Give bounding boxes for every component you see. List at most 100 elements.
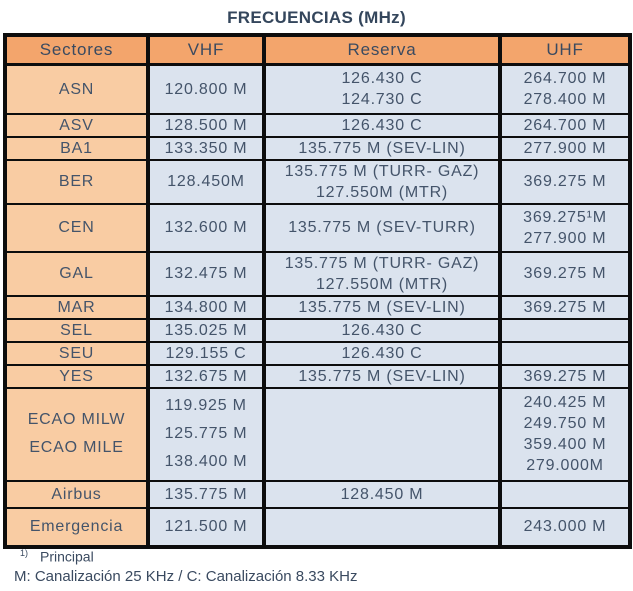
uhf-cell: 240.425 M 249.750 M 359.400 M 279.000M	[498, 386, 632, 482]
uhf-cell: 369.275¹M 277.900 M	[498, 202, 632, 253]
freq-value: 126.430 C	[341, 344, 423, 362]
uhf-cell: 243.000 M	[498, 506, 632, 548]
table-row-ber: BER 128.450M 135.775 M (TURR- GAZ) 127.5…	[3, 158, 632, 205]
reserva-cell-empty	[262, 386, 502, 482]
sector-label: SEL	[60, 321, 93, 339]
freq-value: 132.600 M	[164, 219, 248, 236]
sector-cell: Airbus	[3, 479, 150, 509]
freq-value: 124.730 C	[341, 91, 423, 109]
freq-value: 277.900 M	[523, 229, 607, 247]
reserva-cell: 135.775 M (SEV-LIN)	[262, 135, 502, 161]
column-header-vhf: VHF	[146, 34, 266, 66]
freq-value: 128.500 M	[164, 116, 248, 134]
table-row-sel: SEL 135.025 M 126.430 C	[3, 317, 632, 343]
freq-value: 240.425 M	[523, 394, 607, 411]
freq-value: 126.430 C	[341, 321, 423, 339]
vhf-cell: 132.675 M	[146, 363, 266, 389]
freq-value: 133.350 M	[164, 139, 248, 157]
reserva-cell: 135.775 M (SEV-LIN)	[262, 363, 502, 389]
sector-cell: ECAO MILW ECAO MILE	[3, 386, 150, 482]
sector-label: MAR	[57, 298, 96, 316]
table-row-ecao: ECAO MILW ECAO MILE 119.925 M 125.775 M …	[3, 386, 632, 482]
table-row-asn: ASN 120.800 M 126.430 C 124.730 C 264.70…	[3, 63, 632, 115]
footnote-marker: 1)	[20, 548, 29, 558]
reserva-cell: 135.775 M (SEV-TURR)	[262, 202, 502, 253]
table-row-cen: CEN 132.600 M 135.775 M (SEV-TURR) 369.2…	[3, 202, 632, 253]
footnote-text: Principal	[40, 548, 94, 565]
freq-value: 132.675 M	[164, 367, 248, 385]
column-header-uhf: UHF	[498, 34, 632, 66]
freq-value: 120.800 M	[164, 80, 248, 98]
vhf-cell: 132.600 M	[146, 202, 266, 253]
freq-value: 127.550M (MTR)	[315, 275, 449, 293]
sector-label: GAL	[59, 265, 94, 282]
uhf-cell-empty	[498, 340, 632, 366]
freq-value: 126.430 C	[341, 116, 423, 134]
sector-label: YES	[59, 367, 94, 385]
freq-value: 369.275¹M	[523, 208, 607, 226]
uhf-cell-empty	[498, 479, 632, 509]
freq-value: 125.775 M	[164, 425, 248, 442]
sector-label: SEU	[58, 344, 95, 362]
freq-value: 359.400 M	[523, 436, 607, 453]
sector-cell: CEN	[3, 202, 150, 253]
sector-label: ECAO MILE	[29, 439, 124, 456]
sector-cell: GAL	[3, 250, 150, 297]
uhf-cell: 264.700 M 278.400 M	[498, 63, 632, 115]
table-row-seu: SEU 129.155 C 126.430 C	[3, 340, 632, 366]
vhf-cell: 120.800 M	[146, 63, 266, 115]
freq-value: 249.750 M	[523, 415, 607, 432]
reserva-cell: 135.775 M (SEV-LIN)	[262, 294, 502, 320]
vhf-cell: 135.775 M	[146, 479, 266, 509]
reserva-cell-empty	[262, 506, 502, 548]
freq-value: 135.775 M (SEV-LIN)	[298, 139, 466, 157]
sector-label: BA1	[60, 139, 93, 157]
sector-cell: ASV	[3, 112, 150, 138]
freq-value: 135.025 M	[164, 321, 248, 339]
freq-value: 138.400 M	[164, 453, 248, 470]
vhf-cell: 133.350 M	[146, 135, 266, 161]
freq-value: 135.775 M (TURR- GAZ)	[284, 254, 480, 272]
reserva-cell: 126.430 C	[262, 112, 502, 138]
table-row-asv: ASV 128.500 M 126.430 C 264.700 M	[3, 112, 632, 138]
table-row-yes: YES 132.675 M 135.775 M (SEV-LIN) 369.27…	[3, 363, 632, 389]
freq-value: 129.155 C	[165, 344, 247, 362]
reserva-cell: 128.450 M	[262, 479, 502, 509]
header-row: Sectores VHF Reserva UHF	[3, 34, 632, 66]
vhf-cell: 135.025 M	[146, 317, 266, 343]
column-header-sectores: Sectores	[3, 34, 150, 66]
freq-value: 128.450 M	[340, 485, 424, 503]
uhf-cell: 369.275 M	[498, 250, 632, 297]
freq-value: 135.775 M (SEV-LIN)	[298, 367, 466, 385]
sector-cell: Emergencia	[3, 506, 150, 548]
freq-value: 127.550M (MTR)	[315, 183, 449, 201]
uhf-cell: 277.900 M	[498, 135, 632, 161]
sector-cell: MAR	[3, 294, 150, 320]
reserva-cell: 135.775 M (TURR- GAZ) 127.550M (MTR)	[262, 250, 502, 297]
vhf-cell: 121.500 M	[146, 506, 266, 548]
uhf-cell: 369.275 M	[498, 363, 632, 389]
table-row-airbus: Airbus 135.775 M 128.450 M	[3, 479, 632, 509]
freq-value: 277.900 M	[523, 139, 607, 157]
freq-value: 128.450M	[167, 173, 245, 190]
channelization-legend: M: Canalización 25 KHz / C: Canalización…	[14, 568, 358, 585]
reserva-cell: 126.430 C	[262, 317, 502, 343]
table-row-emergencia: Emergencia 121.500 M 243.000 M	[3, 506, 632, 548]
sector-label: ASN	[58, 80, 95, 98]
freq-value: 119.925 M	[165, 397, 247, 414]
sector-cell: ASN	[3, 63, 150, 115]
uhf-cell: 369.275 M	[498, 294, 632, 320]
uhf-cell-empty	[498, 317, 632, 343]
sector-label: BER	[58, 173, 95, 190]
page-title: FRECUENCIAS (MHz)	[227, 8, 406, 27]
vhf-cell: 128.500 M	[146, 112, 266, 138]
sector-cell: BA1	[3, 135, 150, 161]
sector-label: ASV	[59, 116, 94, 134]
uhf-cell: 264.700 M	[498, 112, 632, 138]
vhf-cell: 129.155 C	[146, 340, 266, 366]
sector-cell: YES	[3, 363, 150, 389]
freq-value: 134.800 M	[164, 298, 248, 316]
uhf-cell: 369.275 M	[498, 158, 632, 205]
freq-value: 135.775 M (SEV-LIN)	[298, 298, 466, 316]
reserva-cell: 126.430 C	[262, 340, 502, 366]
